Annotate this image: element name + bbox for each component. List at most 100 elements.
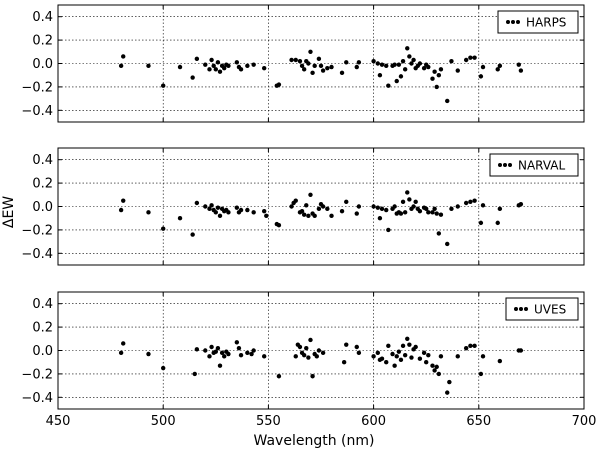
data-point — [417, 208, 423, 214]
data-point — [480, 64, 486, 70]
y-tick-label: 0.0 — [32, 200, 53, 215]
data-point — [297, 58, 303, 64]
data-point — [301, 212, 307, 217]
panels: 0.4 0.2 0.0 −0.2 −0.4 HARPS 0.4 0.2 0.0 −0.2 −0.4 N… — [21, 4, 596, 429]
data-point — [320, 204, 326, 209]
data-point — [299, 63, 305, 69]
data-point — [518, 68, 524, 73]
data-point — [398, 74, 404, 79]
data-point — [398, 211, 404, 216]
data-point — [306, 355, 311, 360]
y-axis-label: ΔEW — [1, 196, 17, 228]
data-point — [213, 67, 218, 72]
data-point — [447, 379, 452, 385]
data-point — [463, 345, 469, 351]
data-point — [424, 360, 429, 365]
data-point — [289, 57, 294, 63]
data-point — [371, 354, 376, 359]
data-point — [316, 348, 322, 353]
data-point — [226, 63, 231, 69]
data-point — [426, 352, 431, 358]
data-point — [426, 210, 431, 215]
data-point — [478, 220, 484, 226]
y-tick-label: 0.4 — [32, 10, 53, 25]
data-point — [251, 348, 256, 353]
data-point — [386, 343, 391, 349]
data-point — [445, 390, 450, 395]
data-point — [217, 213, 223, 219]
y-tick-label: 0.0 — [32, 344, 53, 359]
legend-box — [497, 10, 579, 34]
data-point — [245, 207, 250, 213]
data-point — [217, 363, 223, 368]
data-point — [222, 354, 227, 359]
data-point — [329, 213, 334, 219]
data-point — [400, 58, 406, 64]
data-point — [417, 61, 423, 66]
data-point — [400, 343, 406, 349]
y-tick-label: −0.2 — [21, 223, 53, 238]
data-point — [445, 98, 450, 104]
data-point — [325, 65, 330, 71]
x-tick-label: 600 — [361, 414, 386, 429]
data-point — [398, 357, 404, 363]
data-point — [384, 360, 389, 365]
data-point — [377, 73, 383, 78]
data-point — [249, 351, 254, 357]
data-point — [320, 68, 326, 73]
panel-uves: 450 500 550 600 650 700 0.4 0.2 0.0 −0.2 −0.4 UVES — [21, 291, 596, 429]
data-point — [396, 62, 402, 67]
data-point — [434, 364, 439, 370]
data-point — [424, 206, 429, 212]
data-point — [314, 354, 319, 359]
data-point — [379, 62, 385, 67]
data-point — [405, 336, 410, 341]
data-point — [426, 64, 431, 70]
legend-label: HARPS — [526, 16, 566, 30]
data-point — [213, 349, 218, 354]
data-point — [121, 198, 126, 203]
data-point — [394, 78, 399, 84]
data-point — [478, 371, 484, 377]
data-point — [400, 199, 406, 205]
data-point — [238, 67, 244, 72]
data-point — [194, 56, 200, 62]
data-point — [118, 63, 124, 69]
data-point — [402, 210, 408, 215]
data-point — [436, 371, 442, 377]
data-point — [320, 350, 326, 356]
x-tick-label: 450 — [46, 414, 71, 429]
data-point — [392, 62, 397, 67]
data-point — [472, 55, 477, 60]
x-tick-label: 650 — [466, 414, 491, 429]
data-point — [417, 356, 423, 361]
data-point — [409, 61, 414, 66]
data-point — [375, 205, 381, 210]
data-point — [203, 348, 208, 353]
data-point — [293, 354, 298, 359]
data-point — [217, 69, 223, 74]
data-point — [325, 206, 330, 212]
data-point — [497, 206, 503, 212]
panel-harps: 0.4 0.2 0.0 −0.2 −0.4 HARPS — [21, 4, 585, 123]
legend-marker — [508, 163, 512, 167]
data-point — [308, 49, 313, 54]
data-point — [438, 212, 444, 217]
data-point — [289, 204, 294, 209]
data-point — [516, 62, 521, 67]
plot-frame — [57, 147, 585, 266]
data-point — [261, 354, 267, 359]
data-point — [468, 55, 473, 60]
data-point — [306, 213, 311, 219]
x-tick-label: 550 — [256, 414, 281, 429]
data-point — [293, 57, 298, 63]
data-point — [354, 211, 359, 216]
data-point — [432, 69, 437, 74]
y-tick-label: 0.0 — [32, 57, 53, 72]
data-point — [203, 62, 208, 67]
data-point — [472, 198, 477, 203]
data-point — [308, 337, 313, 343]
data-point — [121, 54, 126, 59]
y-tick-label: 0.2 — [32, 321, 53, 336]
legend-box — [505, 297, 579, 321]
